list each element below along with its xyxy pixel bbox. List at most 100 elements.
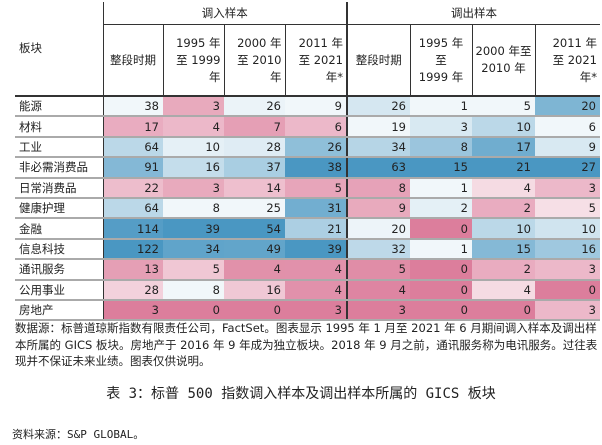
value-cell: 28 [102, 279, 163, 301]
value-cell: 14 [224, 177, 285, 199]
value-cell: 5 [285, 177, 347, 199]
table-row: 材料 17 4 7 6 19 3 10 6 [15, 116, 600, 138]
column-header-line: 整段时期 [355, 52, 402, 67]
value-cell: 9 [535, 136, 600, 159]
source-line: 资料来源：S&P GLOBAL。 [12, 428, 145, 441]
table-row: 信息科技 122 34 49 39 32 1 15 16 [15, 238, 600, 261]
value-cell: 3 [163, 177, 224, 199]
sector-name: 公用事业 [15, 279, 103, 301]
value-cell: 2 [410, 197, 472, 220]
column-header-line: 2011 年 [552, 35, 597, 50]
gics-sector-table: 板块 调入样本 调出样本 整段时期 1995 年至 1999 年 2000 年至 20… [15, 2, 600, 322]
value-cell: 8 [346, 177, 410, 199]
value-cell: 0 [472, 299, 535, 322]
value-cell: 7 [224, 116, 285, 138]
value-cell: 27 [535, 157, 600, 179]
column-header: 2000 年至 2010 年 [223, 24, 285, 97]
value-cell: 17 [472, 136, 535, 159]
column-header-line: 年* [325, 69, 343, 84]
value-cell: 16 [163, 157, 224, 179]
value-cell: 4 [285, 259, 347, 281]
value-cell: 5 [163, 259, 224, 281]
column-header: 2000 年至 2010 年 [471, 24, 535, 97]
value-cell: 26 [285, 136, 347, 159]
value-cell: 3 [346, 299, 410, 322]
value-cell: 4 [285, 279, 347, 301]
value-cell: 8 [410, 136, 472, 159]
value-cell: 26 [346, 96, 410, 118]
table-caption: 表 3：标普 500 指数调入样本及调出样本所属的 GICS 板块 [106, 386, 496, 402]
column-header-line: 1995 年 [176, 35, 221, 50]
value-cell: 4 [472, 177, 535, 199]
value-cell: 6 [535, 116, 600, 138]
sector-header: 板块 [15, 2, 103, 97]
sector-name: 工业 [15, 136, 103, 159]
column-header-line: 至 2010 [237, 52, 282, 67]
value-cell: 2 [472, 259, 535, 281]
value-cell: 8 [163, 279, 224, 301]
sector-name: 健康护理 [15, 197, 103, 220]
value-cell: 16 [535, 238, 600, 261]
column-header-line: 年 [209, 69, 221, 84]
value-cell: 16 [224, 279, 285, 301]
value-cell: 5 [535, 197, 600, 220]
value-cell: 9 [346, 197, 410, 220]
added-group-header: 调入样本 [102, 2, 347, 25]
column-header: 2011 年至 2021 年* [534, 24, 600, 97]
column-header: 1995 年至 1999 年 [409, 24, 472, 97]
value-cell: 19 [346, 116, 410, 138]
value-cell: 4 [346, 279, 410, 301]
column-header-line: 2000 年至 [475, 44, 532, 58]
value-cell: 39 [285, 238, 347, 261]
table-row: 公用事业 28 8 16 4 4 0 4 0 [15, 279, 600, 301]
table-row: 通讯服务 13 5 4 4 5 0 2 3 [15, 259, 600, 281]
column-header: 2011 年至 2021 年* [284, 24, 347, 97]
value-cell: 1 [410, 238, 472, 261]
value-cell: 64 [102, 136, 163, 159]
column-header: 整段时期 [102, 24, 163, 97]
value-cell: 0 [410, 218, 472, 240]
value-cell: 20 [535, 96, 600, 118]
removed-group-header: 调出样本 [346, 2, 600, 25]
sector-name: 信息科技 [15, 238, 103, 261]
value-cell: 21 [472, 157, 535, 179]
value-cell: 5 [472, 96, 535, 118]
value-cell: 21 [285, 218, 347, 240]
sector-name: 通讯服务 [15, 259, 103, 281]
value-cell: 9 [285, 96, 347, 118]
value-cell: 63 [346, 157, 410, 179]
sector-name: 能源 [15, 96, 103, 118]
value-cell: 54 [224, 218, 285, 240]
column-header-line: 至 2021 [298, 52, 343, 67]
sector-name: 日常消费品 [15, 177, 103, 199]
value-cell: 15 [410, 157, 472, 179]
value-cell: 0 [535, 279, 600, 301]
value-cell: 4 [163, 116, 224, 138]
sector-name: 金融 [15, 218, 103, 240]
column-header: 1995 年至 1999 年 [162, 24, 224, 97]
value-cell: 49 [224, 238, 285, 261]
value-cell: 3 [163, 96, 224, 118]
table-row: 健康护理 64 8 25 31 9 2 2 5 [15, 197, 600, 220]
value-cell: 39 [163, 218, 224, 240]
column-header-line: 2000 年 [237, 35, 282, 50]
column-header-line: 2011 年 [298, 35, 343, 50]
column-header: 整段时期 [346, 24, 410, 97]
value-cell: 37 [224, 157, 285, 179]
sector-name: 材料 [15, 116, 103, 138]
value-cell: 0 [410, 259, 472, 281]
table-row: 金融 114 39 54 21 20 0 10 10 [15, 218, 600, 240]
value-cell: 3 [102, 299, 163, 322]
value-cell: 32 [346, 238, 410, 261]
value-cell: 31 [285, 197, 347, 220]
table-row: 日常消费品 22 3 14 5 8 1 4 3 [15, 177, 600, 199]
sector-name: 房地产 [15, 299, 103, 322]
value-cell: 13 [102, 259, 163, 281]
value-cell: 22 [102, 177, 163, 199]
value-cell: 3 [535, 299, 600, 322]
value-cell: 20 [346, 218, 410, 240]
value-cell: 17 [102, 116, 163, 138]
sector-name: 非必需消费品 [15, 157, 103, 179]
value-cell: 122 [102, 238, 163, 261]
table-row: 工业 64 10 28 26 34 8 17 9 [15, 136, 600, 159]
